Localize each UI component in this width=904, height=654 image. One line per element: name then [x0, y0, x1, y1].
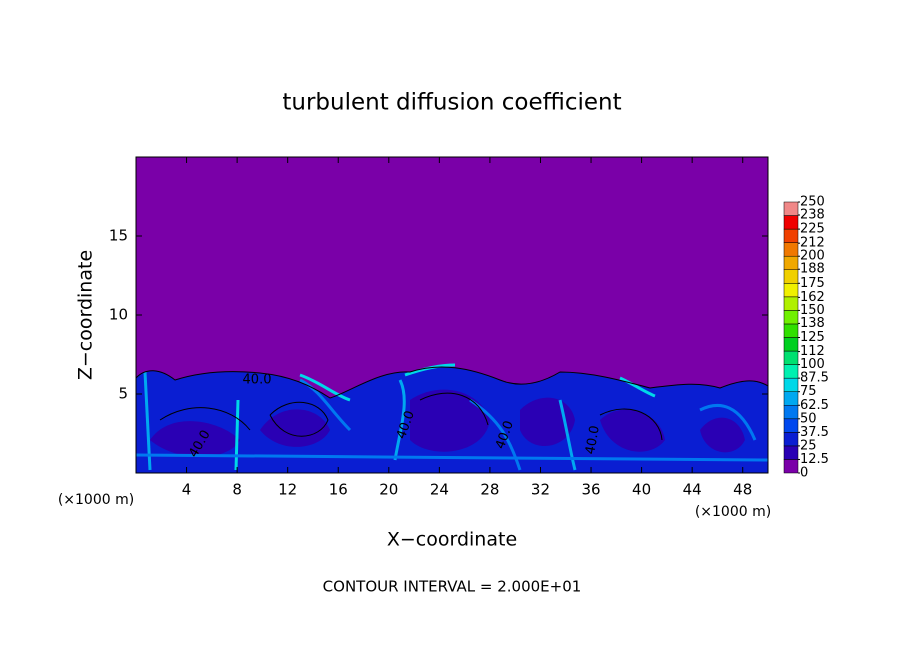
colorbar-label: 188 [800, 262, 825, 277]
colorbar-swatch [783, 242, 799, 257]
x-tick-label: 44 [683, 481, 702, 499]
colorbar-label: 100 [800, 357, 825, 372]
field-region [700, 417, 745, 453]
x-tick-label: 24 [430, 481, 449, 499]
field [136, 157, 768, 473]
field-region [150, 421, 240, 457]
y-tick-label: 15 [109, 227, 128, 245]
colorbar-label: 175 [800, 276, 825, 291]
colorbar-label: 12.5 [800, 452, 829, 467]
field-region [410, 389, 490, 452]
field-region [600, 409, 665, 452]
colorbar-label: 200 [800, 249, 825, 264]
contour-line [419, 392, 489, 426]
y-tick-label: 10 [109, 306, 128, 324]
colorbar-swatch [783, 350, 799, 365]
field-streak [393, 379, 406, 461]
x-tick-label: 28 [480, 481, 499, 499]
x-tick-label: 48 [733, 481, 752, 499]
colorbar-swatch [783, 228, 799, 243]
colorbar-label: 162 [800, 290, 825, 305]
colorbar-label: 0 [800, 466, 808, 481]
contour-line [599, 408, 663, 441]
colorbar-swatch [783, 391, 799, 406]
colorbar-swatch [783, 255, 799, 271]
field-streak [299, 373, 351, 402]
colorbar-label: 50 [800, 411, 817, 426]
colorbar-swatch [783, 377, 799, 392]
field-region [260, 409, 330, 447]
contour-line [159, 407, 251, 431]
field-streak [299, 378, 352, 432]
colorbar-swatch [783, 296, 799, 311]
colorbar-label: 25 [800, 438, 817, 453]
colorbar-label: 87.5 [800, 371, 829, 386]
colorbar-swatch [783, 310, 799, 325]
contour-label: 40.0 [583, 424, 603, 455]
chart-title: turbulent diffusion coefficient [282, 90, 621, 116]
colorbar-label: 212 [800, 236, 825, 251]
x-tick-label: 4 [182, 481, 192, 499]
x-axis-label: X−coordinate [387, 529, 517, 551]
field-streak [136, 453, 768, 462]
colorbar-label: 138 [800, 316, 825, 331]
colorbar-swatch [783, 418, 799, 433]
colorbar-label: 125 [800, 330, 825, 345]
field-streak [699, 403, 757, 441]
colorbar-label: 75 [800, 384, 817, 399]
field-streak [234, 399, 240, 471]
colorbar-swatch [783, 364, 799, 379]
colorbar-swatch [783, 405, 799, 420]
colorbar-label: 250 [800, 195, 825, 210]
colorbar-label: 150 [800, 303, 825, 318]
colorbar-swatch [783, 215, 799, 230]
x-tick-label: 8 [232, 481, 242, 499]
colorbar-swatch [783, 459, 799, 474]
colorbar-swatch [783, 432, 799, 447]
colorbar-swatch [783, 269, 799, 284]
x-unit-label: (×1000 m) [695, 504, 771, 520]
x-tick-label: 12 [278, 481, 297, 499]
colorbar-label: 225 [800, 222, 825, 237]
colorbar-swatch [783, 337, 799, 352]
colorbar-label: 62.5 [800, 398, 829, 413]
x-unit-label: (×1000 m) [58, 492, 134, 508]
contour-line [269, 401, 329, 437]
colorbar-swatch [783, 201, 799, 216]
field-streak [558, 399, 577, 471]
footer-note: CONTOUR INTERVAL = 2.000E+01 [323, 578, 582, 596]
colorbar-label: 112 [800, 344, 825, 359]
x-tick-label: 20 [379, 481, 398, 499]
x-tick-label: 36 [581, 481, 600, 499]
x-tick-label: 40 [632, 481, 651, 499]
contour-label: 40.0 [243, 373, 272, 388]
colorbar-label: 37.5 [800, 425, 829, 440]
field-streak [619, 376, 656, 398]
contour-line [136, 366, 768, 399]
colorbar-swatch [783, 323, 799, 338]
y-axis-label: Z−coordinate [75, 250, 97, 380]
colorbar-swatch [783, 283, 799, 298]
colorbar-label: 238 [800, 208, 825, 223]
x-tick-label: 32 [531, 481, 550, 499]
colorbar-swatch [783, 445, 799, 460]
x-tick-label: 16 [329, 481, 348, 499]
y-tick-label: 5 [118, 385, 128, 403]
